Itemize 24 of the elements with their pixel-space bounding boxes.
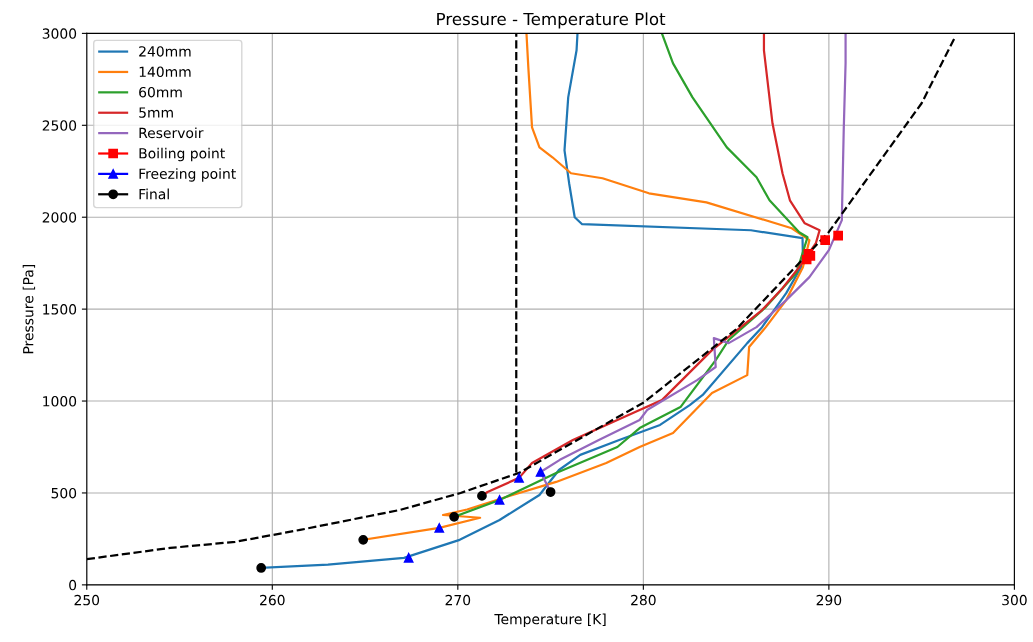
- legend-label: 140mm: [139, 66, 191, 78]
- legend-label: Reservoir: [139, 127, 204, 139]
- legend-label: Boiling point: [139, 147, 225, 162]
- x-tick-label: 300: [1002, 594, 1027, 606]
- x-tick-label: 250: [74, 594, 100, 606]
- y-tick-label: 0: [69, 579, 77, 591]
- y-tick-label: 1000: [43, 396, 77, 407]
- legend-label: 240mm: [139, 46, 191, 57]
- x-tick-label: 290: [816, 594, 842, 606]
- y-tick-label: 500: [51, 487, 77, 499]
- legend-label: Final: [139, 188, 169, 200]
- y-tick-label: 3000: [42, 28, 77, 39]
- x-tick-label: 260: [260, 594, 285, 606]
- legend-label: 60mm: [139, 86, 182, 98]
- legend-label: Freezing point: [139, 168, 236, 182]
- chart-title: Pressure - Temperature Plot: [437, 12, 666, 29]
- x-axis-title: Temperature [K]: [494, 613, 606, 628]
- x-tick-label: 270: [445, 594, 471, 606]
- legend-label: 5mm: [139, 107, 173, 118]
- y-tick-label: 1500: [43, 304, 77, 315]
- y-axis-title: Pressure [Pa]: [22, 264, 36, 354]
- y-tick-label: 2500: [42, 120, 77, 131]
- x-tick-label: 280: [631, 594, 656, 606]
- y-tick-label: 2000: [42, 212, 77, 223]
